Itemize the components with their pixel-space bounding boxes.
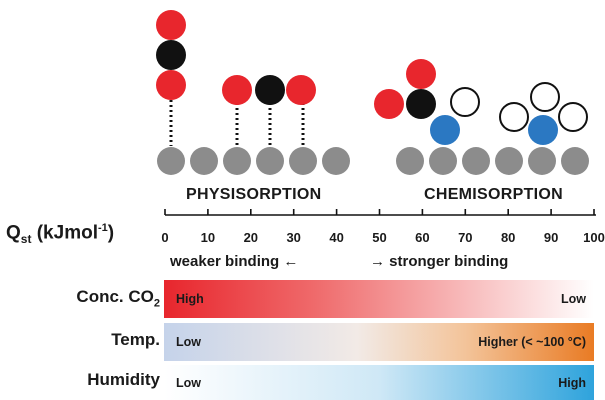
axis-tick-label: 70: [458, 230, 473, 245]
temperature-right-value: Higher (< ~100 °C): [478, 335, 586, 349]
axis-tick-label: 60: [415, 230, 430, 245]
physisorption-label: PHYSISORPTION: [186, 186, 322, 203]
temperature-bar: [164, 323, 594, 361]
co2-molecule-vertical: [156, 10, 186, 100]
humidity-right-value: High: [558, 375, 586, 390]
axis-tick-label: 80: [500, 230, 516, 245]
axis-tick-marks: [164, 209, 595, 215]
axis-tick-label: 20: [243, 230, 259, 245]
temperature-bar-text: Low Higher (< ~100 °C): [164, 323, 594, 361]
physisorption-illustration: [156, 10, 350, 175]
physisorption-bonds: [169, 100, 305, 146]
binding-site-species: [499, 82, 588, 145]
humidity-bar: [164, 365, 594, 400]
conc-co2-bar-text: High Low: [164, 280, 594, 318]
conc-co2-bar: [164, 280, 594, 318]
humidity-left-value: Low: [176, 375, 201, 390]
axis-tick-label: 30: [286, 230, 301, 245]
weaker-binding-label: weaker binding ←: [170, 253, 299, 270]
substrate-atoms: [396, 147, 589, 175]
conc-co2-right-value: Low: [561, 292, 586, 306]
row-label-temperature: Temp.: [111, 330, 160, 349]
chemisorption-label: CHEMISORPTION: [424, 186, 564, 203]
temperature-left-value: Low: [176, 335, 201, 349]
qst-axis: [164, 209, 596, 216]
axis-tick-label: 100: [583, 230, 605, 245]
conc-co2-left-value: High: [176, 292, 204, 306]
axis-tick-label: 40: [329, 230, 344, 245]
carbonate-species: [374, 59, 480, 145]
row-label-conc-co2: Conc. CO2: [76, 287, 160, 310]
co2-molecule-horizontal: [222, 75, 316, 105]
axis-tick-label: 90: [543, 230, 559, 245]
chemisorption-illustration: [374, 59, 589, 175]
row-label-humidity: Humidity: [87, 370, 160, 389]
axis-tick-label: 50: [372, 230, 387, 245]
humidity-bar-text: Low High: [164, 365, 594, 400]
substrate-atoms: [157, 147, 350, 175]
stronger-binding-label: → stronger binding: [370, 253, 509, 270]
axis-tick-label: 10: [200, 230, 216, 245]
axis-tick-label: 0: [161, 230, 169, 245]
axis-title: Qst (kJmol-1): [6, 222, 115, 247]
